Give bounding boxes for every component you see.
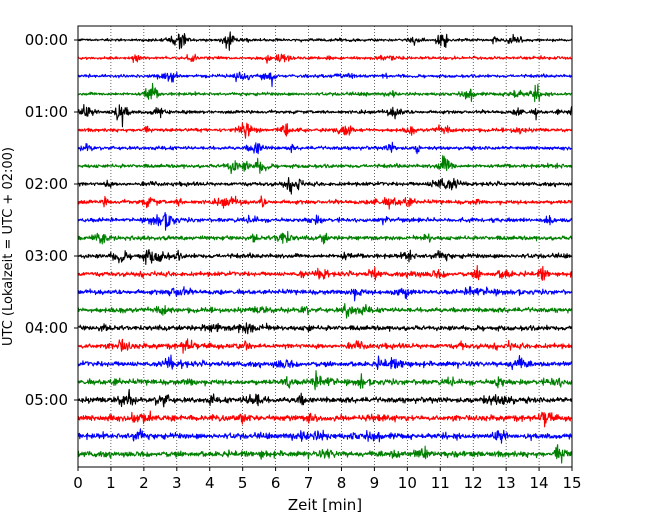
x-tick-label-11: 11 [431,474,450,492]
y-axis-label: UTC (Lokalzeit = UTC + 02:00) [1,147,16,346]
trace-0315 [77,264,573,281]
x-tick-label-5: 5 [238,474,248,492]
trace-0430 [77,354,573,371]
trace-0215 [77,195,573,210]
trace-0145 [77,155,573,175]
x-tick-label-7: 7 [304,474,314,492]
plot-frame [77,25,573,468]
x-tick-label-15: 15 [562,474,581,492]
trace-0400 [77,322,573,335]
trace-0500 [77,388,573,408]
y-tick-label-2: 02:00 [25,175,68,193]
trace-0545 [77,444,573,464]
y-tick-label-3: 03:00 [25,247,68,265]
trace-0445 [77,370,573,391]
trace-0200 [77,177,573,195]
tick-layer: 0 1 2 3 4 5 6 7 8 9 10 11 12 13 14 1500:0001:0002:0003:… [25,31,582,492]
trace-0515 [77,410,573,428]
y-tick-label-5: 05:00 [25,391,68,409]
trace-0000 [77,31,573,51]
x-tick-label-13: 13 [497,474,516,492]
trace-0130 [77,141,573,155]
y-tick-label-0: 00:00 [25,31,68,49]
trace-0045 [77,82,573,103]
x-tick-label-10: 10 [398,474,417,492]
trace-0415 [77,338,573,354]
trace-0030 [77,71,573,88]
x-tick-label-6: 6 [271,474,281,492]
x-tick-label-2: 2 [139,474,149,492]
x-tick-label-4: 4 [205,474,215,492]
x-axis-label: Zeit [min] [288,496,362,514]
x-tick-label-3: 3 [172,474,182,492]
trace-0230 [77,212,573,231]
y-tick-label-1: 01:00 [25,103,68,121]
x-tick-label-0: 0 [73,474,83,492]
trace-0300 [77,249,573,265]
x-tick-label-9: 9 [370,474,380,492]
trace-0345 [77,302,573,319]
y-tick-label-4: 04:00 [25,319,68,337]
x-tick-label-8: 8 [337,474,347,492]
trace-layer [77,31,573,464]
trace-0015 [77,53,573,64]
trace-0115 [77,122,573,139]
trace-0100 [77,104,573,128]
trace-0245 [77,230,573,245]
x-tick-label-12: 12 [464,474,483,492]
x-tick-label-14: 14 [530,474,549,492]
trace-0530 [77,428,573,444]
x-tick-label-1: 1 [106,474,116,492]
trace-0330 [77,286,573,302]
